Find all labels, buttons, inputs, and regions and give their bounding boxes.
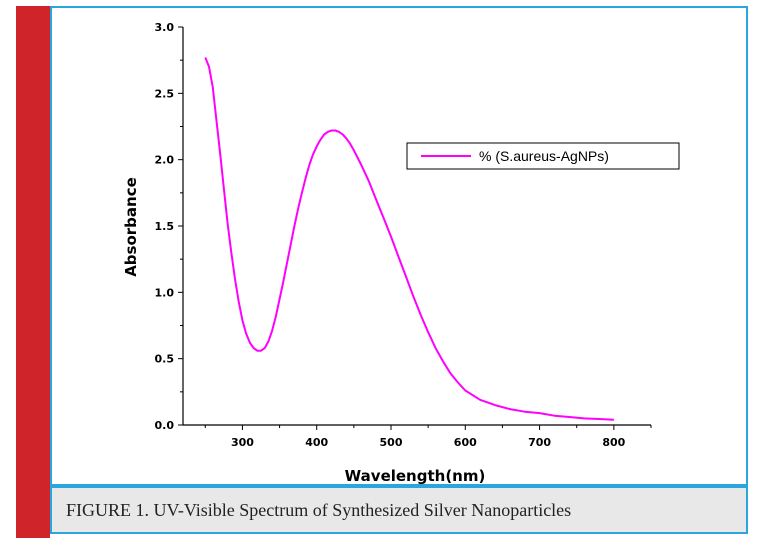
figure-caption: FIGURE 1. UV-Visible Spectrum of Synthes… [66, 499, 572, 520]
x-tick-label: 600 [454, 436, 477, 449]
x-tick-label: 800 [602, 436, 625, 449]
x-tick-label: 700 [528, 436, 551, 449]
y-axis-title: Absorbance [122, 177, 140, 277]
x-tick-label: 300 [231, 436, 254, 449]
y-tick-label: 0.0 [155, 419, 175, 432]
y-tick-label: 1.5 [155, 220, 175, 233]
y-tick-label: 0.5 [155, 353, 175, 366]
x-tick-label: 500 [380, 436, 403, 449]
figure-panel [50, 6, 748, 486]
y-tick-label: 2.0 [155, 154, 175, 167]
x-axis-title: Wavelength(nm) [345, 467, 486, 485]
figure-caption-box: FIGURE 1. UV-Visible Spectrum of Synthes… [50, 486, 748, 534]
y-tick-label: 3.0 [155, 21, 175, 34]
chart-legend: % (S.aureus-AgNPs) [406, 142, 680, 170]
y-tick-label: 2.5 [155, 87, 175, 100]
legend-label: % (S.aureus-AgNPs) [479, 148, 609, 164]
chart-ticks: 0.0 0.5 1.0 1.5 2.0 2.5 3.0 300 400 500 600 700 800 [155, 21, 652, 449]
y-tick-label: 1.0 [155, 286, 175, 299]
red-side-bar [16, 6, 50, 538]
x-tick-label: 400 [305, 436, 328, 449]
series-line-0 [204, 57, 614, 421]
chart-axes [182, 27, 651, 426]
chart-series [204, 57, 614, 421]
